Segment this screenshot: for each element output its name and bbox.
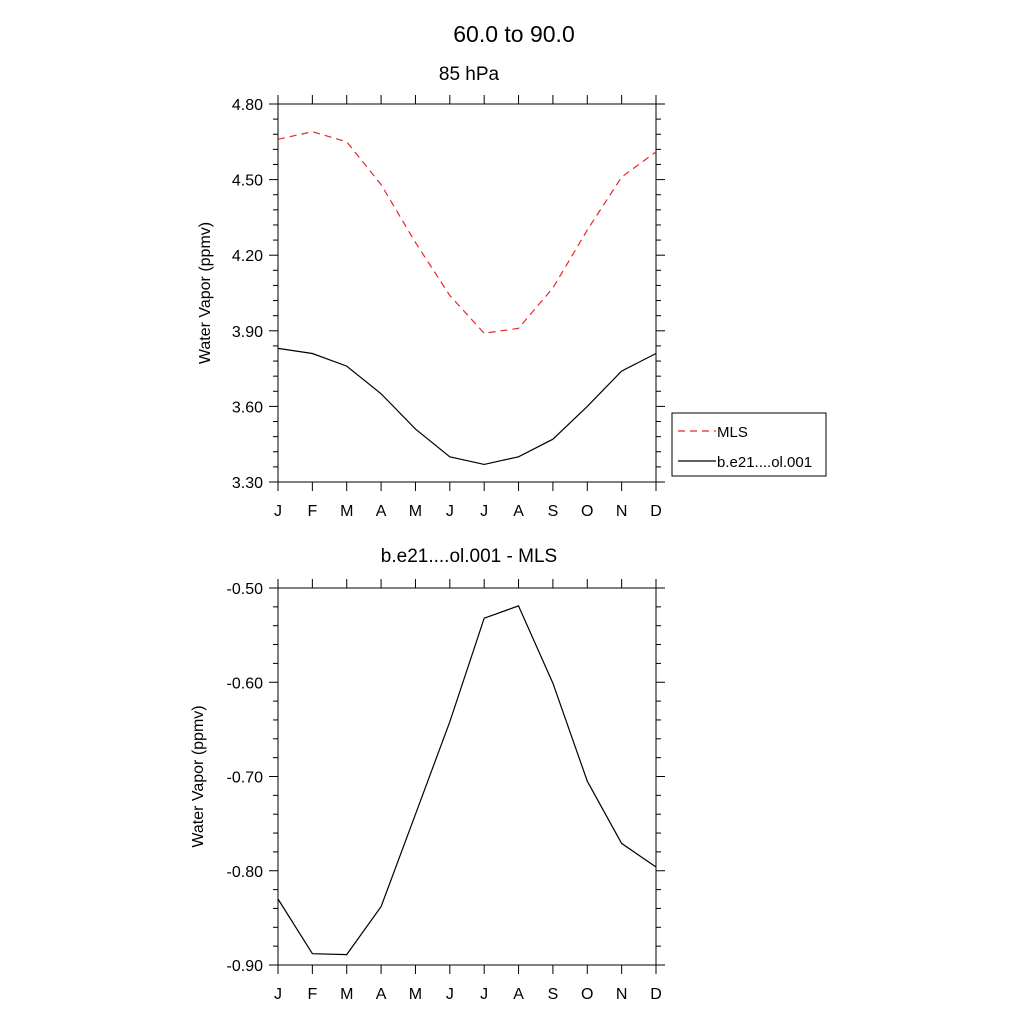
- figure-title: 60.0 to 90.0: [453, 21, 575, 47]
- y-tick-label: -0.50: [227, 581, 264, 598]
- panel-title: b.e21....ol.001 - MLS: [381, 546, 557, 567]
- chart-panel-2: b.e21....ol.001 - MLS J F M A M J J A S O N D -0.90 -0…: [190, 546, 665, 1003]
- x-tick-label: J: [480, 503, 488, 520]
- x-tick-label: J: [274, 503, 282, 520]
- series-line-1: [277, 131, 657, 334]
- x-tick-label: A: [376, 503, 387, 520]
- y-tick-label: 4.80: [232, 97, 263, 114]
- x-tick-label: J: [480, 986, 488, 1003]
- plot-frame: [277, 103, 657, 483]
- x-tick-label: M: [409, 503, 422, 520]
- y-tick-label: 3.60: [232, 399, 263, 416]
- y-tick-label: -0.90: [227, 958, 264, 975]
- x-tick-label: D: [650, 503, 662, 520]
- x-tick-label: N: [616, 986, 628, 1003]
- y-tick-label: 4.50: [232, 173, 263, 190]
- panel-title: 85 hPa: [439, 64, 500, 85]
- legend-label: MLS: [717, 424, 748, 441]
- x-tick-label: S: [548, 986, 559, 1003]
- y-axis-label: Water Vapor (ppmv): [197, 222, 214, 364]
- legend-label: b.e21....ol.001: [717, 454, 812, 471]
- x-tick-label: M: [340, 503, 353, 520]
- y-tick-label: 4.20: [232, 248, 263, 265]
- x-tick-label: A: [513, 986, 524, 1003]
- x-tick-label: F: [307, 503, 317, 520]
- x-tick-label: A: [513, 503, 524, 520]
- x-tick-label: M: [409, 986, 422, 1003]
- y-tick-label: -0.60: [227, 675, 264, 692]
- y-tick-label: 3.90: [232, 324, 263, 341]
- x-tick-label: M: [340, 986, 353, 1003]
- y-axis-label: Water Vapor (ppmv): [190, 705, 207, 847]
- chart-panel-1: 85 hPa J F M A M J J A S O N D 3.30 3.60 3.90 4.20 4.50 4.…: [197, 64, 665, 520]
- y-tick-label: -0.80: [227, 864, 264, 881]
- legend: MLS b.e21....ol.001: [671, 412, 827, 477]
- x-tick-label: S: [548, 503, 559, 520]
- x-tick-label: J: [446, 986, 454, 1003]
- x-tick-label: A: [376, 986, 387, 1003]
- x-tick-label: N: [616, 503, 628, 520]
- series-line-2: [277, 347, 657, 466]
- plot-frame: [277, 587, 657, 966]
- x-tick-label: O: [581, 503, 593, 520]
- series-line-1: [277, 605, 657, 956]
- x-tick-label: F: [307, 986, 317, 1003]
- x-tick-label: J: [274, 986, 282, 1003]
- y-tick-label: 3.30: [232, 475, 263, 492]
- x-tick-label: O: [581, 986, 593, 1003]
- legend-box: [671, 412, 827, 477]
- x-tick-label: D: [650, 986, 662, 1003]
- y-tick-label: -0.70: [227, 770, 264, 787]
- x-tick-label: J: [446, 503, 454, 520]
